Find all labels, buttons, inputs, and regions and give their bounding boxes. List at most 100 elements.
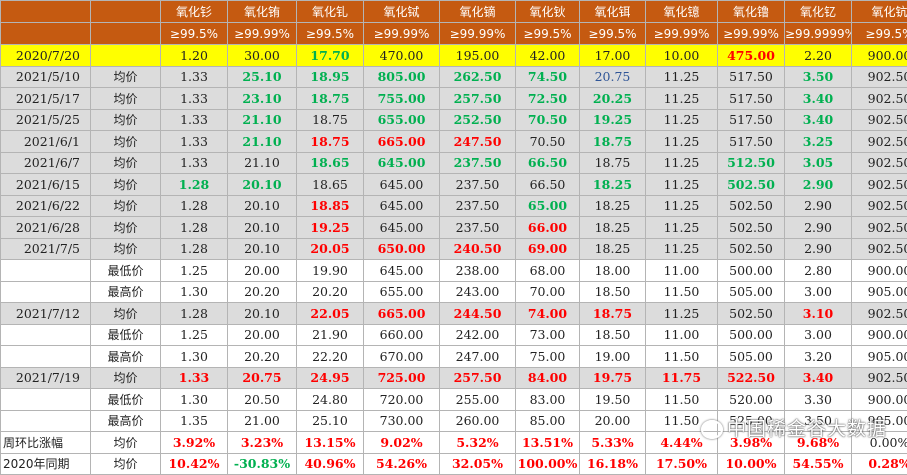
price-cell: 525.00: [718, 410, 785, 432]
row-type-cell: 均价: [91, 453, 161, 475]
row-type-cell: 最高价: [91, 281, 161, 303]
price-cell: 20.00: [580, 410, 646, 432]
price-cell: 66.00: [516, 217, 580, 239]
price-cell: 18.75: [297, 88, 364, 110]
price-cell: 2.90: [785, 195, 852, 217]
row-date-cell: [1, 389, 91, 411]
price-cell: 260.00: [440, 410, 516, 432]
column-header-grade: ≥99.99%: [228, 23, 297, 45]
price-cell: 1.33: [161, 109, 228, 131]
price-cell: 1.25: [161, 324, 228, 346]
row-type-cell: 最低价: [91, 324, 161, 346]
price-cell: 9.02%: [364, 432, 440, 454]
price-cell: 247.00: [440, 346, 516, 368]
price-cell: 670.00: [364, 346, 440, 368]
column-header-name: 氧化钬: [516, 1, 580, 23]
price-cell: 255.00: [440, 389, 516, 411]
price-cell: 25.10: [228, 66, 297, 88]
price-cell: 3.00: [785, 324, 852, 346]
price-cell: 1.35: [161, 410, 228, 432]
header-blank-cell: [91, 1, 161, 23]
price-cell: 19.50: [580, 389, 646, 411]
price-cell: 18.25: [580, 217, 646, 239]
price-cell: 902.50: [852, 152, 907, 174]
price-cell: 1.25: [161, 260, 228, 282]
price-cell: 19.25: [580, 109, 646, 131]
price-cell: 900.00: [852, 389, 907, 411]
price-cell: 74.50: [516, 66, 580, 88]
price-cell: 66.50: [516, 152, 580, 174]
price-cell: 252.50: [440, 109, 516, 131]
price-cell: 17.00: [580, 45, 646, 67]
price-cell: 11.25: [646, 195, 718, 217]
row-type-cell: 最高价: [91, 410, 161, 432]
price-cell: 240.50: [440, 238, 516, 260]
row-date-cell: 2021/6/28: [1, 217, 91, 239]
price-cell: 11.00: [646, 260, 718, 282]
price-cell: 11.50: [646, 389, 718, 411]
price-cell: 18.75: [580, 131, 646, 153]
row-type-cell: 均价: [91, 432, 161, 454]
price-cell: 730.00: [364, 410, 440, 432]
price-cell: 9.68%: [785, 432, 852, 454]
row-type-cell: 均价: [91, 217, 161, 239]
price-cell: 900.00: [852, 324, 907, 346]
column-header-grade: ≥99.99%: [646, 23, 718, 45]
price-cell: 84.00: [516, 367, 580, 389]
price-cell: 257.50: [440, 367, 516, 389]
price-cell: 517.50: [718, 109, 785, 131]
price-cell: 70.50: [516, 131, 580, 153]
header-row-grades: ≥99.5%≥99.99%≥99.5%≥99.99%≥99.99%≥99.5%≥…: [1, 23, 907, 45]
price-cell: 42.00: [516, 45, 580, 67]
price-cell: 1.30: [161, 389, 228, 411]
price-cell: 720.00: [364, 389, 440, 411]
price-cell: 11.50: [646, 281, 718, 303]
price-cell: 2.90: [785, 238, 852, 260]
row-type-cell: 均价: [91, 195, 161, 217]
price-cell: 1.33: [161, 88, 228, 110]
price-cell: 3.40: [785, 109, 852, 131]
price-cell: 1.28: [161, 238, 228, 260]
price-cell: 517.50: [718, 66, 785, 88]
price-cell: 1.33: [161, 131, 228, 153]
price-cell: 470.00: [364, 45, 440, 67]
price-cell: 257.50: [440, 88, 516, 110]
price-cell: 20.00: [228, 260, 297, 282]
price-cell: 1.28: [161, 303, 228, 325]
price-cell: 3.00: [785, 281, 852, 303]
price-cell: 665.00: [364, 303, 440, 325]
price-cell: 75.00: [516, 346, 580, 368]
price-cell: 20.20: [297, 281, 364, 303]
price-cell: 70.50: [516, 109, 580, 131]
row-date-cell: 2021/6/7: [1, 152, 91, 174]
price-cell: 11.25: [646, 109, 718, 131]
price-cell: 13.15%: [297, 432, 364, 454]
price-cell: 3.40: [785, 88, 852, 110]
price-cell: 650.00: [364, 238, 440, 260]
price-cell: 2.90: [785, 174, 852, 196]
price-cell: 30.00: [228, 45, 297, 67]
column-header-grade: ≥99.99%: [440, 23, 516, 45]
column-header-name: 氧化钆: [297, 1, 364, 23]
price-cell: 242.00: [440, 324, 516, 346]
column-header-grade: ≥99.9999%: [785, 23, 852, 45]
price-cell: 11.25: [646, 303, 718, 325]
price-cell: 3.98%: [718, 432, 785, 454]
row-date-cell: [1, 410, 91, 432]
price-cell: 11.25: [646, 131, 718, 153]
price-cell: 505.00: [718, 281, 785, 303]
price-cell: 3.40: [785, 367, 852, 389]
price-cell: 243.00: [440, 281, 516, 303]
price-cell: 1.28: [161, 195, 228, 217]
price-cell: 20.10: [228, 238, 297, 260]
price-cell: 505.00: [718, 346, 785, 368]
price-cell: 238.00: [440, 260, 516, 282]
price-cell: 25.10: [297, 410, 364, 432]
